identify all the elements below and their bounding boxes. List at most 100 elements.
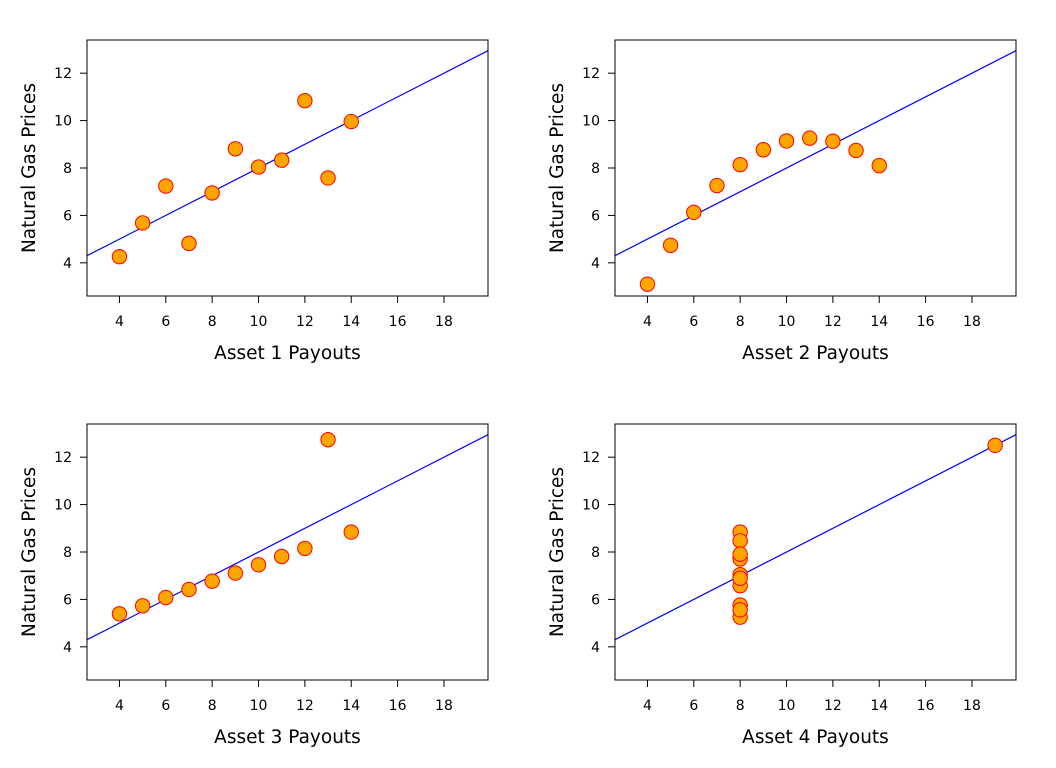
data-point: [662, 237, 679, 253]
x-tick-label: 4: [643, 314, 652, 330]
x-tick-label: 16: [389, 314, 407, 330]
plot-frame: [614, 39, 1017, 297]
regression-line: [615, 434, 1016, 641]
x-tick-label: 12: [296, 698, 314, 714]
data-point: [686, 204, 702, 221]
scatter-chart-2: 4 6 8 10 12 14 16 18 4 6 8 10 12 Asset 2 Payouts Natur…: [547, 39, 1017, 364]
chart-panel-2: 4 6 8 10 12 14 16 18 4 6 8 10 12 Asset 2 Payouts Natur…: [528, 0, 1056, 384]
data-point: [297, 540, 313, 557]
data-point: [250, 557, 267, 573]
data-point: [297, 92, 313, 109]
x-tick-label: 16: [917, 698, 935, 714]
y-tick-label: 6: [591, 592, 600, 608]
chart-panel-1: 4 6 8 10 12 14 16 18 4 6 8 10 12 Asset 1 Payouts Natur…: [0, 0, 528, 384]
data-point: [181, 581, 197, 598]
data-point: [343, 113, 359, 130]
scatter-chart-1: 4 6 8 10 12 14 16 18 4 6 8 10 12 Asset 1 Payouts Natur…: [19, 39, 489, 364]
data-point: [320, 431, 336, 448]
x-axis-title: Asset 2 Payouts: [742, 343, 889, 364]
y-tick-label: 12: [582, 450, 600, 466]
data-point: [825, 133, 841, 149]
data-point: [732, 546, 748, 562]
y-tick-label: 8: [63, 545, 72, 561]
chart-panel-4: 4 6 8 10 12 14 16 18 4 6 8 10 12 Asset 4 Payouts Natur…: [528, 384, 1056, 768]
data-point: [871, 157, 887, 174]
regression-line: [615, 50, 1016, 257]
x-tick-label: 4: [643, 698, 652, 714]
data-point: [204, 573, 220, 589]
y-axis-title: Natural Gas Prices: [19, 467, 40, 637]
x-tick-label: 18: [963, 314, 981, 330]
data-point: [204, 185, 220, 201]
data-point: [778, 133, 795, 149]
x-axis-title: Asset 4 Payouts: [742, 727, 889, 748]
x-tick-label: 8: [736, 314, 745, 330]
regression-line: [87, 434, 488, 641]
data-point: [755, 142, 772, 158]
y-tick-label: 4: [63, 256, 72, 272]
y-tick-label: 8: [591, 545, 600, 561]
x-tick-label: 6: [689, 314, 698, 330]
y-tick-label: 8: [63, 161, 72, 177]
y-tick-label: 10: [582, 498, 600, 514]
data-point: [134, 598, 151, 614]
y-axis-title: Natural Gas Prices: [19, 83, 40, 253]
x-tick-label: 18: [963, 698, 981, 714]
y-tick-label: 10: [582, 114, 600, 130]
x-tick-label: 18: [435, 314, 453, 330]
data-point: [158, 178, 174, 194]
data-point: [274, 548, 290, 565]
y-tick-label: 12: [54, 66, 72, 82]
scatter-chart-4: 4 6 8 10 12 14 16 18 4 6 8 10 12 Asset 4 Payouts Natur…: [547, 423, 1017, 748]
plot-frame: [614, 423, 1017, 681]
x-tick-label: 16: [389, 698, 407, 714]
data-point: [250, 159, 267, 175]
x-tick-label: 12: [824, 314, 842, 330]
x-tick-label: 8: [208, 698, 217, 714]
y-tick-label: 8: [591, 161, 600, 177]
x-tick-label: 12: [296, 314, 314, 330]
scatter-chart-3: 4 6 8 10 12 14 16 18 4 6 8 10 12 Asset 3 Payouts Natur…: [19, 423, 489, 748]
x-tick-label: 14: [870, 698, 888, 714]
data-point: [848, 142, 864, 159]
x-tick-label: 8: [736, 698, 745, 714]
x-tick-label: 6: [689, 698, 698, 714]
y-tick-label: 6: [63, 208, 72, 224]
regression-line: [87, 50, 488, 257]
data-point: [732, 533, 748, 549]
x-tick-label: 10: [250, 314, 268, 330]
y-tick-label: 12: [54, 450, 72, 466]
x-tick-label: 4: [115, 698, 124, 714]
y-axis-title: Natural Gas Prices: [547, 467, 568, 637]
data-point: [134, 215, 151, 231]
x-tick-label: 6: [161, 314, 170, 330]
data-point: [732, 570, 748, 587]
x-tick-label: 10: [250, 698, 268, 714]
y-tick-label: 6: [63, 592, 72, 608]
data-point: [732, 156, 748, 173]
x-tick-label: 10: [778, 314, 796, 330]
x-tick-label: 10: [778, 698, 796, 714]
data-point: [732, 602, 748, 618]
y-axis-title: Natural Gas Prices: [547, 83, 568, 253]
data-point: [987, 437, 1003, 454]
data-point: [709, 177, 725, 194]
y-tick-label: 4: [591, 640, 600, 656]
data-point: [158, 589, 174, 606]
x-tick-label: 16: [917, 314, 935, 330]
x-tick-label: 12: [824, 698, 842, 714]
x-tick-label: 8: [208, 314, 217, 330]
x-axis-title: Asset 1 Payouts: [214, 343, 361, 364]
data-point: [227, 141, 244, 157]
y-tick-label: 12: [582, 66, 600, 82]
data-point: [274, 152, 290, 168]
data-point: [802, 130, 818, 146]
x-tick-label: 14: [342, 698, 360, 714]
y-tick-label: 4: [591, 256, 600, 272]
chart-panel-3: 4 6 8 10 12 14 16 18 4 6 8 10 12 Asset 3 Payouts Natur…: [0, 384, 528, 768]
y-tick-label: 4: [63, 640, 72, 656]
plot-frame: [86, 39, 489, 297]
x-axis-title: Asset 3 Payouts: [214, 727, 361, 748]
y-tick-label: 10: [54, 114, 72, 130]
data-point: [181, 235, 197, 252]
